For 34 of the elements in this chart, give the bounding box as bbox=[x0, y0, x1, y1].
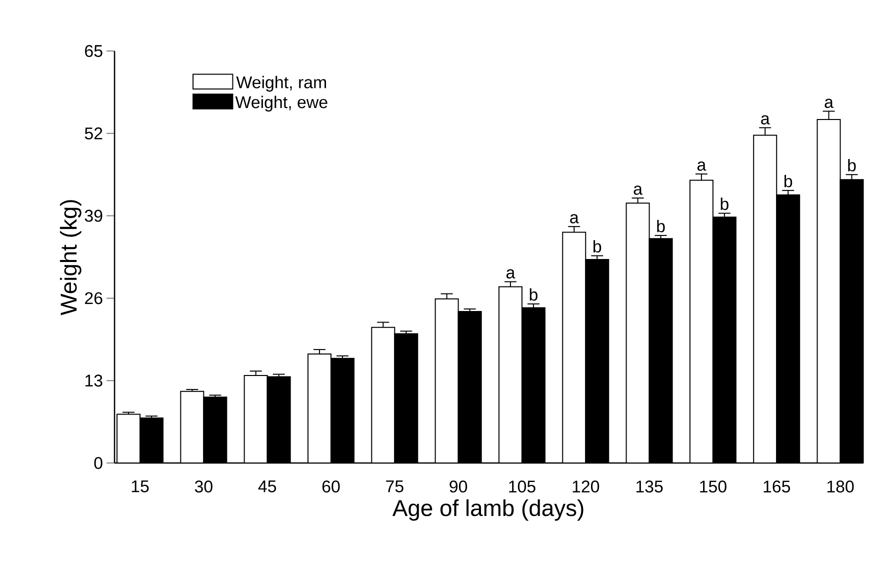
y-tick-label: 13 bbox=[85, 374, 102, 387]
x-tick-label: 30 bbox=[194, 480, 212, 493]
x-tick-label: 45 bbox=[258, 480, 276, 492]
x-tick-label: 180 bbox=[827, 480, 854, 493]
annotation: a bbox=[506, 269, 516, 279]
y-tick-label: 26 bbox=[85, 292, 102, 304]
x-tick-label: 90 bbox=[450, 480, 468, 493]
annotation: a bbox=[824, 98, 834, 108]
y-tick-label: 65 bbox=[85, 45, 102, 57]
x-tick-label: 150 bbox=[700, 480, 726, 493]
annotation: a bbox=[570, 214, 579, 224]
annotation: b bbox=[784, 174, 792, 188]
legend-label: Weight, ewe bbox=[235, 96, 328, 112]
y-axis-title: Weight (kg) bbox=[60, 200, 82, 316]
annotation: a bbox=[697, 161, 706, 171]
y-tick-label: 39 bbox=[84, 210, 102, 222]
x-tick-label: 105 bbox=[509, 480, 536, 493]
x-tick-label: 15 bbox=[132, 480, 149, 492]
x-tick-label: 165 bbox=[764, 480, 790, 493]
x-tick-label: 135 bbox=[636, 480, 663, 493]
x-tick-label: 120 bbox=[572, 480, 600, 493]
annotation: a bbox=[761, 115, 770, 124]
annotation: b bbox=[594, 240, 602, 253]
x-axis-title: Age of lamb (days) bbox=[392, 499, 584, 521]
annotation: b bbox=[657, 220, 665, 232]
y-tick-label: 52 bbox=[84, 127, 102, 140]
y-tick-label: 0 bbox=[94, 457, 102, 469]
legend-label: Weight, ram bbox=[236, 76, 326, 92]
annotation: b bbox=[848, 158, 856, 172]
annotation: b bbox=[530, 288, 538, 301]
x-tick-label: 75 bbox=[386, 480, 404, 492]
x-tick-label: 60 bbox=[322, 480, 340, 493]
annotation: b bbox=[720, 198, 728, 210]
annotation: a bbox=[634, 186, 642, 195]
